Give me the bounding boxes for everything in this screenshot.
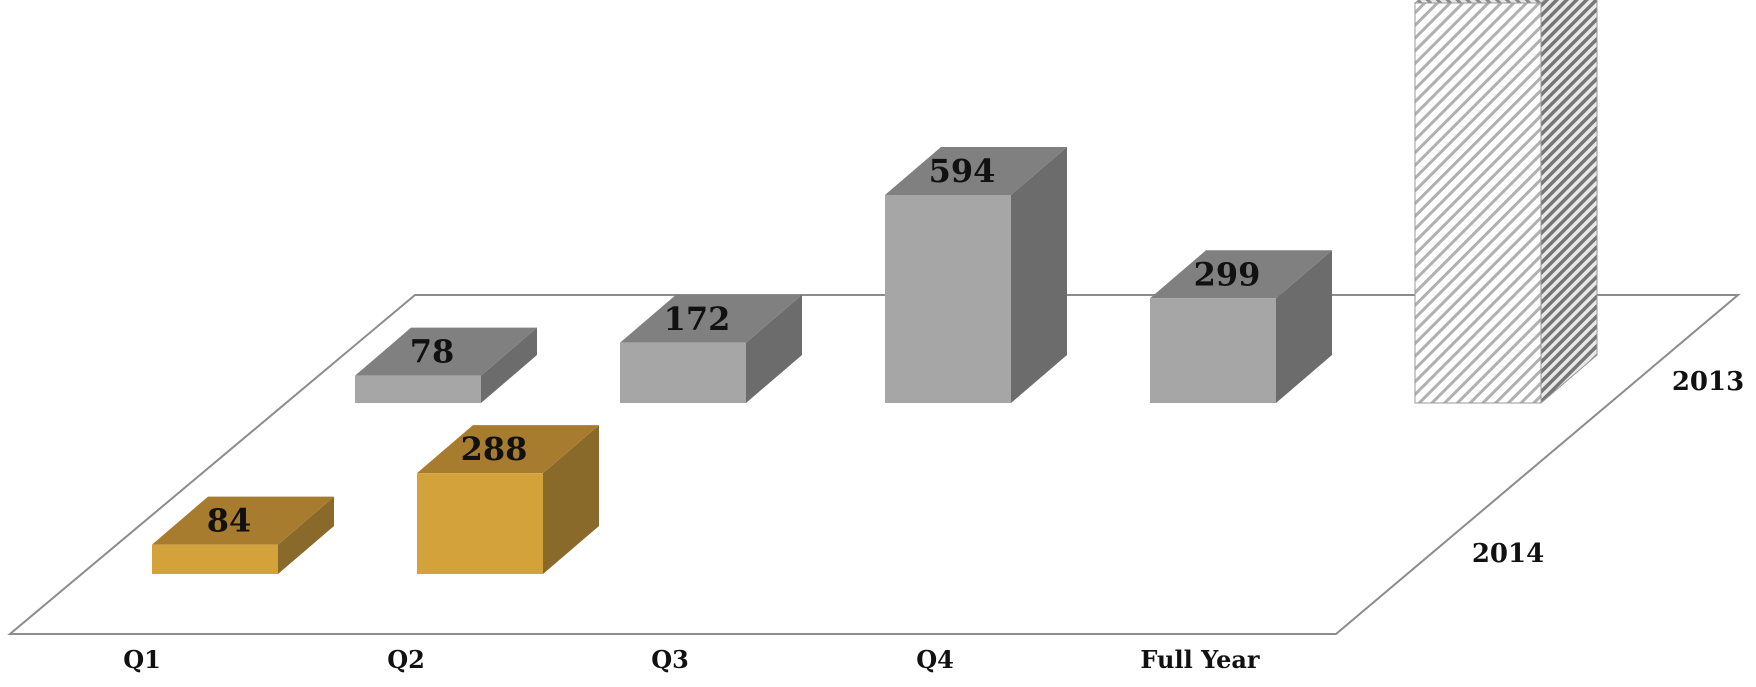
- value-label-2014-q2: 288: [461, 430, 528, 468]
- value-label-2013-q4: 299: [1194, 255, 1261, 293]
- value-label-2013-q2: 172: [664, 300, 731, 338]
- bar-top: [417, 425, 599, 474]
- bar-top: [885, 146, 1067, 195]
- bar-top: [152, 496, 334, 545]
- bar-front: [1150, 298, 1276, 403]
- bar-2014-q2: [417, 425, 599, 574]
- series-label-2014: 2014: [1472, 539, 1544, 569]
- bar-side: [746, 294, 802, 403]
- value-labels-layer: 781725942991 14284288: [207, 152, 1261, 540]
- value-label-2013-q1: 78: [410, 333, 455, 371]
- bar-side: [278, 496, 334, 574]
- bar-side: [543, 425, 599, 574]
- category-label-q3: Q3: [651, 645, 689, 674]
- bar-2013-q3: [885, 146, 1067, 403]
- bar-front: [355, 375, 481, 403]
- bar-front: [620, 342, 746, 403]
- category-label-full-year: Full Year: [1140, 645, 1260, 674]
- bar-side: [1276, 250, 1332, 403]
- category-axis: Q1 Q2 Q3 Q4 Full Year: [123, 645, 1260, 674]
- category-label-q2: Q2: [387, 645, 425, 674]
- bar-2014-q1: [152, 496, 334, 574]
- series-axis: 2013 2014: [1472, 367, 1744, 569]
- value-label-2014-q1: 84: [207, 502, 252, 540]
- value-label-2013-q3: 594: [929, 152, 996, 190]
- bar-2013-full-year: [1413, 0, 1598, 405]
- bar-front: [1414, 2, 1542, 404]
- bar-front: [885, 194, 1011, 403]
- bar-top: [1150, 250, 1332, 299]
- bar-side: [481, 327, 537, 403]
- bar-side: [1540, 0, 1598, 405]
- bar-side: [1011, 146, 1067, 403]
- bar-2013-q1: [355, 327, 537, 403]
- bars-layer: [152, 0, 1598, 574]
- bar-top: [620, 294, 802, 343]
- category-label-q1: Q1: [123, 645, 161, 674]
- bar-2013-q4: [1150, 250, 1332, 403]
- bar-top: [355, 327, 537, 376]
- bar-front: [152, 544, 278, 574]
- series-label-2013: 2013: [1672, 367, 1744, 397]
- bar-2013-q2: [620, 294, 802, 403]
- category-label-q4: Q4: [916, 645, 954, 674]
- bar-front: [417, 473, 543, 574]
